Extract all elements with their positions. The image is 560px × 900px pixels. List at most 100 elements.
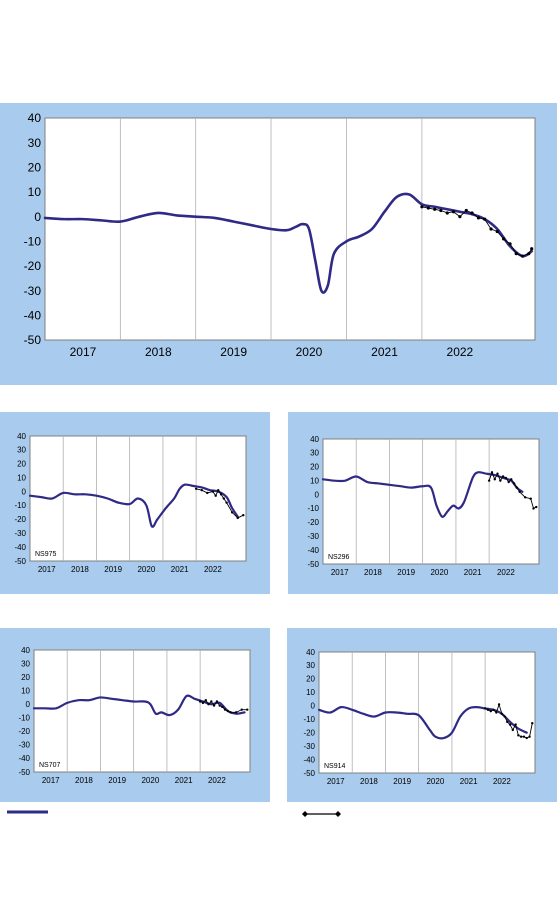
- x-tick-label: 2017: [331, 568, 349, 577]
- y-tick-label: -10: [303, 715, 315, 724]
- y-tick-label: -10: [307, 504, 319, 513]
- y-tick-label: 0: [34, 210, 41, 224]
- y-tick-label: -30: [303, 742, 315, 751]
- x-tick-label: 2019: [104, 565, 122, 574]
- data-point: [535, 505, 538, 509]
- data-point: [503, 715, 506, 718]
- chart-label: NS296: [328, 554, 350, 561]
- y-tick-label: -20: [303, 728, 315, 737]
- data-point: [492, 708, 495, 712]
- y-tick-label: 30: [306, 661, 315, 670]
- x-tick-label: 2019: [220, 345, 247, 359]
- data-point: [511, 728, 514, 732]
- y-tick-label: 40: [306, 648, 315, 657]
- x-tick-label: 2019: [108, 776, 126, 785]
- y-tick-label: 0: [26, 700, 31, 709]
- data-point: [506, 720, 509, 724]
- y-tick-label: -40: [14, 543, 26, 552]
- y-tick-label: 30: [21, 659, 30, 668]
- x-tick-label: 2020: [141, 776, 159, 785]
- data-point: [518, 490, 521, 493]
- data-point: [226, 709, 229, 713]
- data-point: [483, 217, 487, 221]
- data-point: [207, 703, 210, 706]
- data-point: [527, 252, 531, 256]
- y-tick-label: 40: [28, 111, 42, 125]
- x-tick-label: 2018: [71, 565, 89, 574]
- trend-series-line: [321, 471, 524, 518]
- y-tick-label: -30: [18, 741, 30, 750]
- data-point: [514, 723, 517, 726]
- trend-series-line: [43, 192, 533, 294]
- x-tick-label: 2020: [430, 568, 448, 577]
- data-point: [517, 734, 520, 737]
- data-point: [204, 698, 207, 702]
- x-tick-label: 2018: [75, 776, 93, 785]
- x-tick-label: 2022: [208, 776, 226, 785]
- y-tick-label: -50: [307, 560, 319, 569]
- x-tick-label: 2017: [70, 345, 97, 359]
- data-point: [504, 476, 508, 480]
- data-point: [230, 511, 234, 514]
- y-tick-label: -20: [14, 515, 26, 524]
- data-point: [242, 513, 245, 517]
- x-tick-label: 2021: [371, 345, 398, 359]
- data-point: [519, 735, 523, 738]
- y-tick-label: 10: [21, 686, 30, 695]
- data-point: [500, 712, 504, 716]
- data-point: [489, 709, 492, 713]
- x-tick-label: 2018: [360, 777, 378, 786]
- plot-area: [318, 651, 536, 774]
- y-tick-label: -10: [24, 235, 42, 249]
- x-tick-label: 2018: [145, 345, 172, 359]
- x-tick-label: 2019: [397, 568, 415, 577]
- data-point: [234, 711, 238, 714]
- y-tick-label: 20: [21, 673, 30, 682]
- chart-label: NS707: [39, 762, 61, 769]
- data-point: [522, 735, 526, 738]
- data-point: [528, 735, 531, 738]
- x-tick-label: 2022: [204, 565, 222, 574]
- data-point: [426, 206, 430, 210]
- trend-series-line: [28, 483, 239, 528]
- y-tick-label: -40: [24, 309, 42, 323]
- y-tick-label: -30: [24, 284, 42, 298]
- y-tick-label: 10: [17, 473, 26, 482]
- y-tick-label: -50: [24, 333, 42, 347]
- chart-label: NS914: [324, 763, 346, 770]
- data-point: [508, 723, 512, 726]
- y-tick-label: -30: [14, 529, 26, 538]
- y-tick-label: 20: [306, 675, 315, 684]
- x-tick-label: 2017: [38, 565, 56, 574]
- ns914-chart-panel: 40 30 20 10 0 -10 -20 -30 -40 -50 2017 2018 2019 2020…: [287, 628, 557, 802]
- data-point: [214, 494, 217, 497]
- main-chart: 40 30 20 10 0 -10 -20 -30 -40 -50 2017 2018 2019 2020…: [24, 111, 536, 359]
- x-tick-label: 2021: [464, 568, 482, 577]
- y-tick-label: -40: [18, 754, 30, 763]
- y-tick-label: -50: [14, 557, 26, 566]
- data-point: [496, 472, 499, 475]
- ns975-chart-panel: 40 30 20 10 0 -10 -20 -30 -40 -50 2017 2018 2019 2020…: [0, 412, 270, 594]
- data-point: [523, 496, 527, 499]
- data-point: [246, 708, 249, 711]
- data-point: [201, 701, 205, 705]
- data-point: [530, 247, 534, 251]
- data-point: [493, 478, 496, 481]
- data-series-line: [488, 471, 537, 510]
- data-point: [433, 207, 437, 211]
- y-tick-label: 30: [17, 446, 26, 455]
- data-point: [221, 705, 224, 709]
- data-point: [521, 254, 525, 258]
- data-point: [223, 708, 227, 711]
- data-point: [502, 237, 506, 241]
- data-point: [198, 700, 202, 703]
- legend-data-marker-left: [302, 811, 308, 817]
- y-tick-label: -10: [18, 714, 30, 723]
- ns975-chart: 40 30 20 10 0 -10 -20 -30 -40 -50 2017 2018 2019 2020…: [14, 432, 247, 574]
- x-tick-label: 2020: [137, 565, 155, 574]
- trend-series-line: [317, 705, 528, 740]
- y-tick-label: -20: [24, 259, 42, 273]
- data-point: [529, 497, 532, 500]
- data-point: [211, 490, 215, 493]
- data-point: [501, 475, 505, 478]
